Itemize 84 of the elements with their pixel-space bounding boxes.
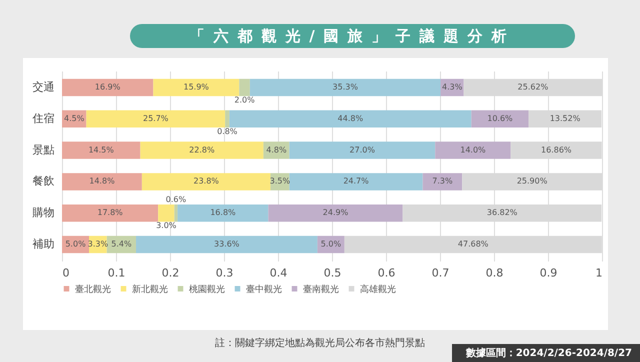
legend-label: 臺中觀光 bbox=[246, 284, 282, 295]
data-label: 10.6% bbox=[487, 114, 514, 123]
data-label: 23.8% bbox=[193, 176, 220, 186]
bar bbox=[289, 173, 423, 190]
data-label: 5.0% bbox=[320, 240, 342, 249]
bar bbox=[289, 142, 436, 159]
bar bbox=[250, 78, 441, 96]
x-tick-label: 1 bbox=[596, 266, 602, 280]
data-label: 5.4% bbox=[111, 240, 132, 249]
x-tick-label: 0 bbox=[62, 266, 70, 280]
data-label: 36.82% bbox=[486, 208, 518, 218]
data-label: 16.8% bbox=[210, 208, 236, 218]
bar bbox=[86, 110, 226, 128]
legend-label: 臺南觀光 bbox=[303, 284, 339, 295]
data-label: 4.5% bbox=[64, 114, 85, 123]
data-label: 15.9% bbox=[183, 82, 210, 92]
bar bbox=[62, 142, 140, 159]
bar bbox=[62, 204, 158, 222]
data-label: 14.5% bbox=[88, 145, 114, 154]
x-tick-label: 0.3 bbox=[216, 266, 234, 280]
y-tick-label: 住宿 bbox=[32, 112, 54, 125]
data-label: 24.7% bbox=[343, 176, 370, 186]
bar bbox=[158, 204, 174, 222]
data-label: 35.3% bbox=[332, 82, 358, 92]
data-label: 4.8% bbox=[266, 145, 287, 154]
data-label: 5.0% bbox=[65, 240, 86, 249]
x-tick-label: 0.6 bbox=[378, 266, 396, 280]
legend-label: 高雄觀光 bbox=[360, 284, 396, 295]
text: 註：關鍵字綁定地點為觀光局公布各市熱門景點 bbox=[215, 338, 425, 349]
bar bbox=[153, 78, 240, 96]
bar bbox=[140, 142, 264, 159]
bar bbox=[471, 110, 529, 128]
x-tick-label: 0.4 bbox=[270, 266, 288, 280]
legend-label: 臺北觀光 bbox=[75, 284, 111, 295]
x-tick-label: 0.5 bbox=[324, 266, 342, 280]
bar bbox=[142, 173, 270, 190]
data-label: 3.0% bbox=[156, 221, 177, 230]
data-label: 2.0% bbox=[234, 95, 256, 104]
legend-label: 新北觀光 bbox=[132, 284, 168, 295]
data-label: 24.9% bbox=[322, 208, 349, 218]
chart-title: 「六都觀光/國旅」子議題分析 bbox=[130, 24, 575, 48]
data-label: 25.7% bbox=[142, 114, 169, 123]
data-label: 13.52% bbox=[550, 114, 581, 123]
data-label: 0.8% bbox=[217, 126, 238, 136]
text: 數據區間：2024/2/26-2024/8/27 bbox=[452, 344, 640, 362]
data-label: 3.3% bbox=[88, 240, 108, 249]
data-label: 22.8% bbox=[189, 145, 215, 154]
data-label: 16.86% bbox=[541, 145, 572, 154]
x-tick-label: 0.9 bbox=[540, 266, 558, 280]
data-label: 17.8% bbox=[97, 208, 124, 218]
data-label: 14.8% bbox=[89, 176, 116, 186]
data-label: 0.6% bbox=[166, 195, 186, 204]
data-label: 16.9% bbox=[94, 82, 121, 92]
bar bbox=[229, 110, 472, 128]
bar bbox=[268, 204, 403, 222]
y-tick-label: 購物 bbox=[32, 206, 54, 220]
bar bbox=[136, 236, 318, 254]
bar bbox=[62, 173, 142, 190]
bar bbox=[422, 173, 462, 190]
data-label: 27.0% bbox=[350, 145, 376, 154]
x-tick-label: 0.7 bbox=[432, 266, 450, 280]
bar bbox=[178, 204, 268, 222]
bar bbox=[239, 78, 250, 96]
bar bbox=[435, 142, 511, 159]
x-tick-label: 0.8 bbox=[486, 266, 504, 280]
x-tick-label: 0.1 bbox=[108, 266, 126, 280]
bar bbox=[62, 78, 154, 96]
y-tick-label: 交通 bbox=[32, 80, 54, 94]
data-label: 14.0% bbox=[460, 145, 486, 154]
data-label: 7.3% bbox=[432, 176, 453, 186]
data-label: 25.62% bbox=[518, 82, 549, 92]
bar bbox=[225, 110, 230, 128]
y-tick-label: 補助 bbox=[32, 238, 54, 251]
data-label: 25.90% bbox=[516, 176, 548, 186]
data-label: 47.68% bbox=[458, 240, 489, 249]
data-label: 33.6% bbox=[214, 240, 240, 249]
y-tick-label: 餐飲 bbox=[32, 174, 54, 188]
x-tick-label: 0.2 bbox=[162, 266, 180, 280]
data-label: 4.3% bbox=[442, 82, 463, 92]
bar bbox=[174, 204, 178, 222]
data-label: 44.8% bbox=[338, 114, 364, 123]
y-tick-label: 景點 bbox=[32, 143, 54, 156]
legend-label: 桃園觀光 bbox=[189, 284, 225, 295]
data-label: 3.5% bbox=[270, 176, 290, 186]
